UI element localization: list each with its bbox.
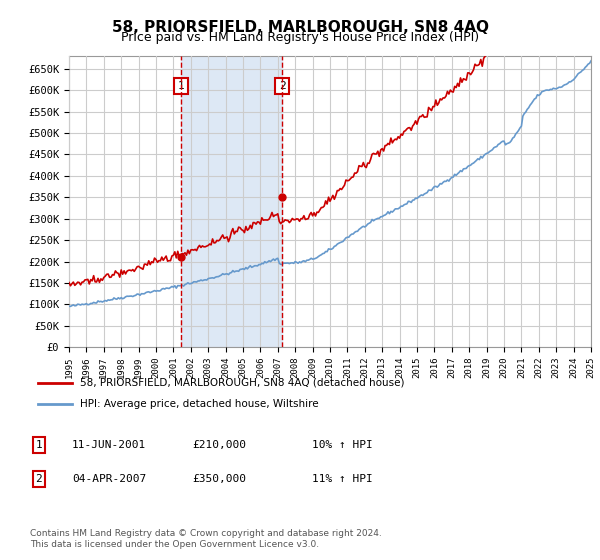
Text: £350,000: £350,000 [192, 474, 246, 484]
Text: 04-APR-2007: 04-APR-2007 [72, 474, 146, 484]
Bar [181, 56, 282, 347]
Text: 58, PRIORSFIELD, MARLBOROUGH, SN8 4AQ (detached house): 58, PRIORSFIELD, MARLBOROUGH, SN8 4AQ (d… [80, 378, 405, 388]
Text: £210,000: £210,000 [192, 440, 246, 450]
Text: 11-JUN-2001: 11-JUN-2001 [72, 440, 146, 450]
Text: Price paid vs. HM Land Registry's House Price Index (HPI): Price paid vs. HM Land Registry's House … [121, 31, 479, 44]
Text: Contains HM Land Registry data © Crown copyright and database right 2024.
This d: Contains HM Land Registry data © Crown c… [30, 529, 382, 549]
Text: 2: 2 [35, 474, 43, 484]
Text: 11% ↑ HPI: 11% ↑ HPI [312, 474, 373, 484]
Text: 58, PRIORSFIELD, MARLBOROUGH, SN8 4AQ: 58, PRIORSFIELD, MARLBOROUGH, SN8 4AQ [112, 20, 488, 35]
Text: 10% ↑ HPI: 10% ↑ HPI [312, 440, 373, 450]
Text: 1: 1 [178, 81, 184, 91]
Text: HPI: Average price, detached house, Wiltshire: HPI: Average price, detached house, Wilt… [80, 399, 319, 409]
Text: 2: 2 [279, 81, 286, 91]
Text: 1: 1 [35, 440, 43, 450]
